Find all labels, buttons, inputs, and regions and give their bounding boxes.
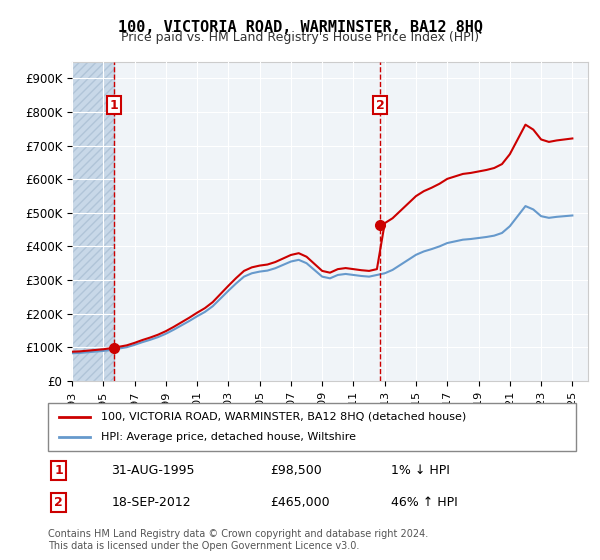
Text: HPI: Average price, detached house, Wiltshire: HPI: Average price, detached house, Wilt… [101,432,356,442]
Text: Contains HM Land Registry data © Crown copyright and database right 2024.
This d: Contains HM Land Registry data © Crown c… [48,529,428,551]
Bar [72,62,114,381]
Text: £98,500: £98,500 [270,464,322,477]
Text: 1% ↓ HPI: 1% ↓ HPI [391,464,450,477]
Text: 1: 1 [54,464,63,477]
Text: 100, VICTORIA ROAD, WARMINSTER, BA12 8HQ: 100, VICTORIA ROAD, WARMINSTER, BA12 8HQ [118,20,482,35]
Bar [72,62,114,381]
Text: 46% ↑ HPI: 46% ↑ HPI [391,496,458,509]
Text: Price paid vs. HM Land Registry's House Price Index (HPI): Price paid vs. HM Land Registry's House … [121,31,479,44]
Text: 18-SEP-2012: 18-SEP-2012 [112,496,191,509]
Text: 100, VICTORIA ROAD, WARMINSTER, BA12 8HQ (detached house): 100, VICTORIA ROAD, WARMINSTER, BA12 8HQ… [101,412,466,422]
Text: £465,000: £465,000 [270,496,329,509]
Text: 2: 2 [376,99,385,112]
FancyBboxPatch shape [48,403,576,451]
Text: 2: 2 [54,496,63,509]
Text: 31-AUG-1995: 31-AUG-1995 [112,464,195,477]
Text: 1: 1 [109,99,118,112]
